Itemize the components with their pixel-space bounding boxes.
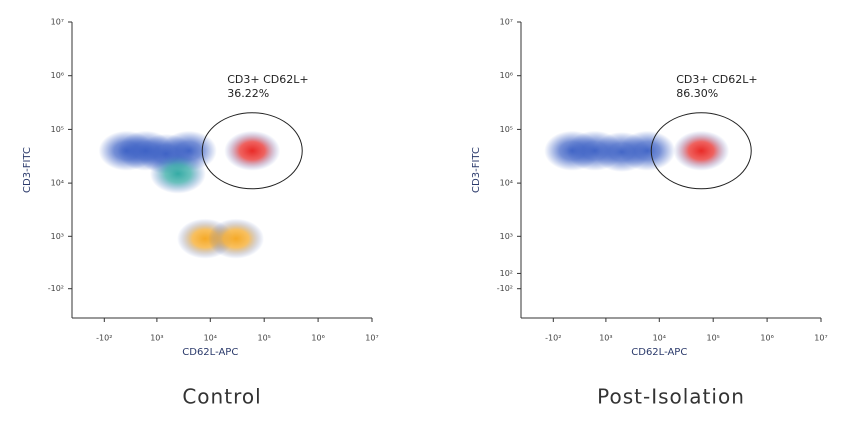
y-tick-label: -10²	[497, 284, 513, 293]
x-axis-label: CD62L-APC	[182, 347, 238, 358]
y-tick-label: 10⁶	[51, 71, 64, 80]
gate-label: CD3+ CD62L+	[676, 73, 757, 86]
y-tick-label: 10⁷	[51, 18, 64, 27]
gate	[650, 112, 752, 190]
x-tick-label: 10⁶	[311, 334, 324, 343]
density-point	[619, 130, 676, 171]
x-tick-label: 10⁴	[653, 334, 666, 343]
gate-label: CD3+ CD62L+	[227, 73, 308, 86]
gate-label: 86.30%	[676, 87, 718, 100]
y-tick-label: 10⁵	[500, 125, 513, 134]
y-tick-label: 10⁴	[500, 179, 513, 188]
gate-label: 36.22%	[227, 87, 269, 100]
x-tick-label: 10³	[599, 334, 612, 343]
density-point	[149, 153, 206, 194]
y-axis-label: CD3-FITC	[471, 147, 482, 193]
caption: Control	[182, 385, 261, 409]
y-tick-label: 10⁵	[51, 125, 64, 134]
density-point	[208, 218, 265, 259]
caption: Post-Isolation	[597, 385, 745, 409]
x-tick-label: 10⁷	[814, 334, 827, 343]
density-point	[224, 130, 281, 171]
x-tick-label: 10⁵	[257, 334, 270, 343]
x-tick-label: 10⁴	[204, 334, 217, 343]
x-tick-label: 10⁷	[365, 334, 378, 343]
x-tick-label: -10²	[96, 334, 112, 343]
y-tick-label: 10⁶	[500, 71, 513, 80]
gate	[201, 112, 303, 190]
density-point	[673, 130, 730, 171]
y-tick-label: 10⁴	[51, 179, 64, 188]
y-tick-label: 10³	[51, 232, 64, 241]
x-tick-label: -10²	[545, 334, 561, 343]
x-tick-label: 10⁶	[760, 334, 773, 343]
y-tick-label: 10⁷	[500, 18, 513, 27]
y-axis-label: CD3-FITC	[22, 147, 33, 193]
y-tick-label: 10³	[500, 232, 513, 241]
x-axis-label: CD62L-APC	[631, 347, 687, 358]
y-tick-label: 10²	[500, 269, 513, 278]
y-tick-label: -10²	[48, 284, 64, 293]
x-tick-label: 10⁵	[706, 334, 719, 343]
x-tick-label: 10³	[150, 334, 163, 343]
